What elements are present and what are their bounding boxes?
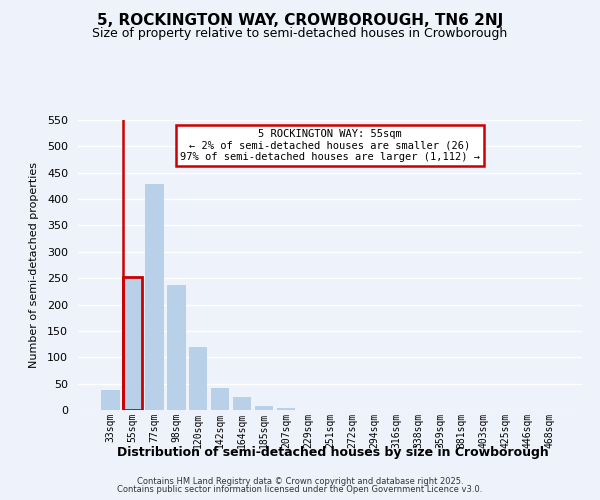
Bar (145, 184, 164, 410)
Text: Contains public sector information licensed under the Open Government Licence v3: Contains public sector information licen… (118, 486, 482, 494)
Text: Distribution of semi-detached houses by size in Crowborough: Distribution of semi-detached houses by … (117, 446, 549, 459)
Text: 5, ROCKINGTON WAY, CROWBOROUGH, TN6 2NJ: 5, ROCKINGTON WAY, CROWBOROUGH, TN6 2NJ (97, 12, 503, 28)
Bar (189, 348, 208, 410)
Bar (255, 406, 274, 410)
Bar (277, 408, 295, 410)
Bar (233, 398, 251, 410)
Bar (211, 388, 229, 410)
Bar (123, 276, 142, 410)
Text: Contains HM Land Registry data © Crown copyright and database right 2025.: Contains HM Land Registry data © Crown c… (137, 476, 463, 486)
Y-axis label: Number of semi-detached properties: Number of semi-detached properties (29, 162, 39, 368)
Bar (101, 390, 119, 410)
Text: 5 ROCKINGTON WAY: 55sqm
← 2% of semi-detached houses are smaller (26)
97% of sem: 5 ROCKINGTON WAY: 55sqm ← 2% of semi-det… (180, 128, 480, 162)
Text: Size of property relative to semi-detached houses in Crowborough: Size of property relative to semi-detach… (92, 28, 508, 40)
Bar (167, 285, 185, 410)
